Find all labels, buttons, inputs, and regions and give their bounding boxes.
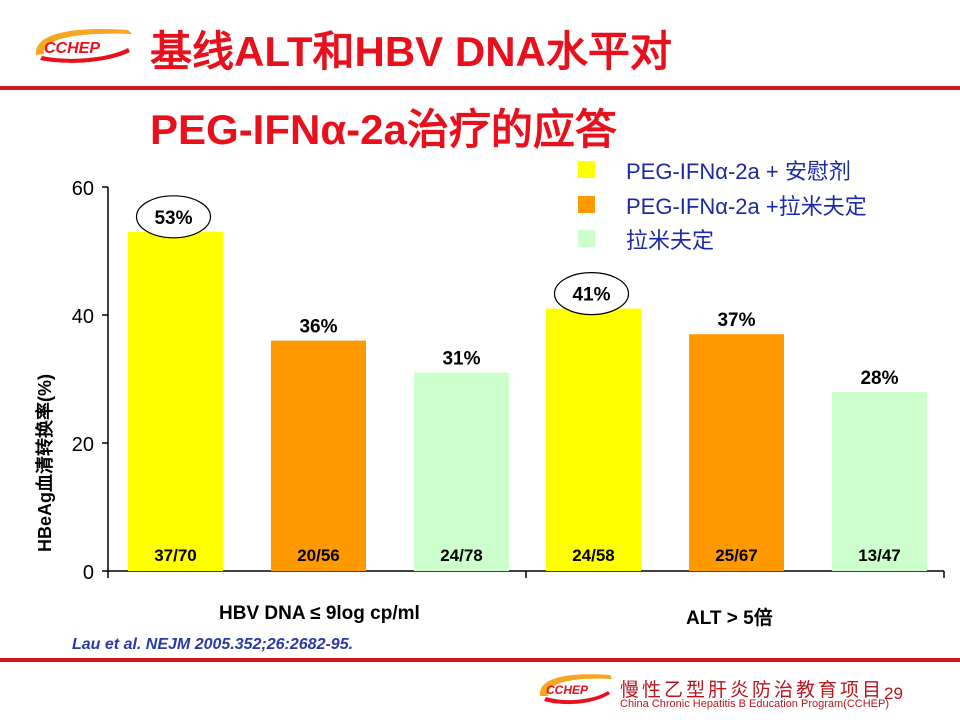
legend-label: PEG-IFNα-2a + 安慰剂: [626, 159, 851, 184]
group-label-alt: ALT > 5倍: [686, 608, 773, 629]
bar-chart: 0 20 40 60 53% 37/70 36% 20/56 31% 24/78 41% 24/58 3…: [72, 178, 945, 584]
y-tick-label: 60: [72, 178, 94, 200]
citation: Lau et al. NEJM 2005.352;26:2682-95.: [72, 636, 354, 653]
title-divider: [0, 86, 960, 90]
footer-logo: CCHEP: [536, 666, 614, 710]
footer-org-name-cn: 慢性乙型肝炎防治教育项目: [620, 680, 885, 701]
bar: [414, 372, 509, 571]
legend-label: 拉米夫定: [626, 228, 715, 253]
highlight-circle: [553, 272, 630, 316]
count-label: 37/70: [154, 546, 197, 565]
data-label: 28%: [860, 368, 898, 389]
legend-swatch-orange: [578, 196, 595, 213]
bar: [128, 231, 223, 572]
legend-label: PEG-IFNα-2a +拉米夫定: [626, 194, 867, 219]
data-label: 36%: [299, 317, 337, 338]
slide-title-line1: 基线ALT和HBV DNA水平对: [150, 28, 672, 75]
data-label: 37%: [717, 310, 755, 331]
legend-swatch-yellow: [578, 161, 595, 178]
chart-legend: PEG-IFNα-2a + 安慰剂 PEG-IFNα-2a +拉米夫定 拉米夫定: [0, 0, 960, 260]
bar: [546, 308, 641, 571]
y-tick-label: 0: [83, 562, 94, 584]
highlight-circle: [135, 195, 212, 239]
cchep-logo: CCHEP: [30, 22, 136, 68]
count-label: 24/58: [572, 546, 615, 565]
footer-org-name-en: China Chronic Hepatitis B Education Prog…: [620, 698, 889, 710]
footer-divider: [0, 658, 960, 662]
group-label-hbv-dna: HBV DNA ≤ 9log cp/ml: [219, 603, 420, 624]
data-label: 41%: [572, 285, 610, 306]
count-label: 13/47: [858, 546, 901, 565]
data-label: 31%: [442, 349, 480, 370]
data-label: 53%: [154, 208, 192, 229]
y-tick-label: 40: [72, 306, 94, 328]
legend-swatch-green: [578, 230, 595, 247]
logo-text: CCHEP: [44, 40, 100, 57]
bar: [271, 340, 366, 571]
footer-logo-text: CCHEP: [546, 683, 589, 697]
y-tick-label: 20: [72, 434, 94, 456]
count-label: 25/67: [715, 546, 758, 565]
count-label: 24/78: [440, 546, 483, 565]
count-label: 20/56: [297, 546, 340, 565]
bar: [832, 391, 927, 571]
bar: [689, 334, 784, 571]
page-number: 29: [884, 684, 903, 703]
slide-title-line2: PEG-IFNα-2a治疗的应答: [150, 106, 617, 153]
